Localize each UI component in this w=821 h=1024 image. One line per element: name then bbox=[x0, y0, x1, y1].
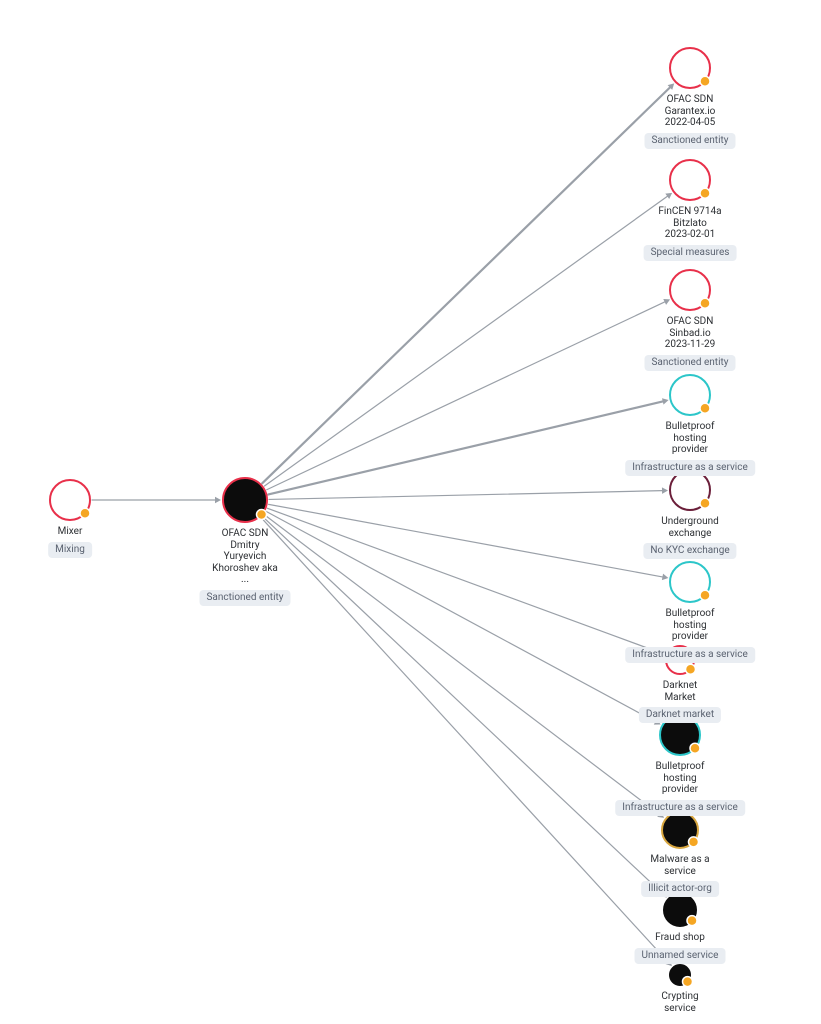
node-badge-icon bbox=[686, 664, 696, 674]
edge-arrowhead bbox=[657, 812, 664, 818]
edge bbox=[262, 88, 670, 484]
node-mixer[interactable] bbox=[50, 480, 90, 520]
node-garantex[interactable] bbox=[670, 48, 710, 88]
edge bbox=[264, 515, 659, 815]
edge-arrowhead bbox=[662, 487, 668, 494]
node-crypting[interactable] bbox=[670, 965, 693, 987]
node-badge-icon bbox=[700, 403, 710, 413]
edge bbox=[264, 196, 667, 486]
graph-nodes bbox=[50, 48, 710, 987]
node-badge-icon bbox=[80, 508, 90, 518]
edge-arrowhead bbox=[662, 574, 668, 580]
node-bitzlato[interactable] bbox=[670, 160, 710, 200]
edge bbox=[261, 518, 668, 962]
node-darknet[interactable] bbox=[666, 646, 696, 674]
edge bbox=[267, 302, 665, 490]
node-badge-icon bbox=[687, 916, 697, 926]
node-badge-icon bbox=[700, 298, 710, 308]
edge-arrowhead bbox=[662, 398, 669, 404]
edge bbox=[268, 508, 660, 652]
node-hub[interactable] bbox=[223, 478, 267, 522]
graph-edges bbox=[92, 83, 674, 966]
node-uex[interactable] bbox=[670, 470, 710, 510]
edge-arrowhead bbox=[215, 497, 221, 504]
node-maas[interactable] bbox=[662, 812, 699, 848]
node-badge-icon bbox=[689, 837, 699, 847]
node-bph1[interactable] bbox=[670, 375, 710, 415]
edge bbox=[268, 401, 662, 494]
edge bbox=[269, 491, 662, 500]
node-badge-icon bbox=[700, 590, 710, 600]
edge bbox=[269, 504, 663, 577]
node-badge-icon bbox=[683, 977, 693, 987]
edge-arrowhead bbox=[665, 193, 672, 199]
node-badge-icon bbox=[700, 498, 710, 508]
edge bbox=[262, 516, 662, 893]
node-sinbad[interactable] bbox=[670, 270, 710, 310]
node-badge-icon bbox=[700, 76, 710, 86]
node-badge-icon bbox=[257, 510, 267, 520]
node-bph2[interactable] bbox=[670, 562, 710, 602]
node-fraud[interactable] bbox=[664, 894, 697, 926]
node-badge-icon bbox=[690, 743, 700, 753]
edge bbox=[266, 511, 655, 721]
node-bph3[interactable] bbox=[660, 715, 700, 755]
network-graph bbox=[0, 0, 821, 1024]
node-badge-icon bbox=[700, 188, 710, 198]
